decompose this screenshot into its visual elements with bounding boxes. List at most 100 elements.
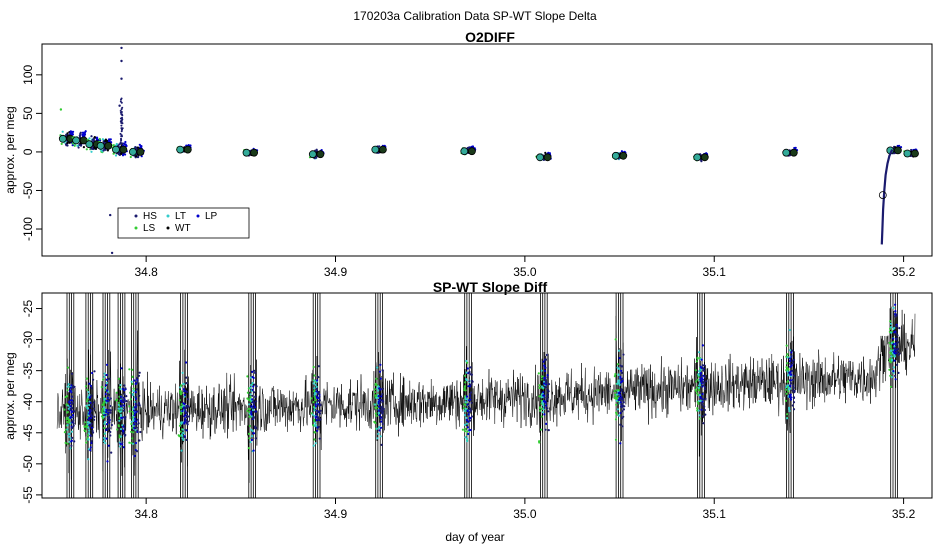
slope-diff-point-hs bbox=[183, 436, 187, 439]
slope-diff-point-lp bbox=[133, 412, 137, 415]
slope-diff-point-lt bbox=[892, 306, 895, 309]
o2diff-cluster-marker bbox=[467, 147, 476, 156]
slope-diff-point-lp bbox=[252, 376, 255, 379]
slope-diff-point-ls bbox=[695, 386, 699, 389]
slope-diff-point-hs bbox=[317, 365, 320, 368]
slope-diff-point-hs bbox=[93, 415, 96, 418]
slope-diff-point-ls bbox=[463, 387, 466, 390]
slope-diff-point-ls bbox=[130, 426, 134, 429]
slope-diff-point-ls bbox=[695, 380, 698, 383]
slope-diff-point-ls bbox=[537, 372, 540, 375]
slope-diff-point-lt bbox=[312, 382, 315, 385]
slope-diff-point-ls bbox=[784, 399, 788, 402]
slope-diff-point-hs bbox=[72, 422, 75, 425]
slope-diff-point-lt bbox=[312, 444, 315, 447]
slope-diff-point-lt bbox=[250, 435, 254, 438]
slope-diff-point-lt bbox=[465, 416, 468, 419]
slope-diff-point-hs bbox=[620, 417, 623, 420]
slope-diff-point-lp bbox=[134, 391, 137, 394]
slope-diff-point-lt bbox=[698, 399, 701, 403]
slope-diff-point-lt bbox=[892, 371, 895, 374]
slope-diff-point-lp bbox=[121, 416, 124, 419]
o2diff-spike-point bbox=[119, 111, 122, 114]
slope-diff-point-hs bbox=[73, 410, 76, 413]
slope-diff-point-hs bbox=[895, 332, 898, 335]
slope-diff-point-lt bbox=[465, 359, 468, 363]
slope-diff-point-hs bbox=[789, 362, 792, 365]
slope-diff-point-hs bbox=[702, 422, 705, 425]
o2diff-point-hs bbox=[910, 148, 913, 152]
o2diff-point-hs bbox=[315, 156, 318, 159]
slope-diff-point-hs bbox=[186, 411, 189, 414]
slope-diff-point-lt bbox=[463, 409, 466, 412]
slope-diff-point-ls bbox=[540, 415, 543, 418]
slope-diff-point-lt bbox=[180, 449, 183, 452]
slope-diff-point-hs bbox=[545, 353, 549, 357]
slope-diff-point-ls bbox=[538, 406, 542, 409]
slope-diff-point-hs bbox=[703, 388, 707, 391]
slope-diff-point-lp bbox=[546, 374, 549, 377]
slope-diff-point-hs bbox=[793, 391, 796, 394]
slope-diff-point-lt bbox=[102, 412, 105, 415]
slope-diff-point-ls bbox=[131, 410, 134, 413]
x-tick-label: 35.1 bbox=[703, 507, 727, 521]
slope-diff-point-lp bbox=[378, 414, 381, 417]
x-tick-label: 35.0 bbox=[513, 507, 537, 521]
o2diff-point-lp bbox=[81, 131, 84, 134]
o2diff-point-ls bbox=[112, 152, 115, 155]
o2diff-cluster-marker bbox=[128, 147, 137, 156]
slope-diff-point-lp bbox=[90, 426, 94, 429]
slope-diff-point-hs bbox=[791, 360, 794, 363]
slope-diff-point-hs bbox=[703, 405, 706, 408]
slope-diff-point-hs bbox=[469, 373, 472, 376]
slope-diff-point-hs bbox=[381, 393, 384, 396]
slope-diff-point-ls bbox=[373, 420, 376, 423]
slope-diff-point-hs bbox=[135, 377, 138, 380]
slope-diff-point-ls bbox=[538, 395, 541, 398]
slope-diff-point-hs bbox=[792, 384, 795, 387]
o2diff-title: O2DIFF bbox=[465, 29, 515, 45]
slope-diff-point-hs bbox=[187, 415, 191, 418]
slope-diff-point-ls bbox=[118, 386, 121, 389]
slope-diff-point-hs bbox=[92, 378, 95, 381]
legend-label-lt: LT bbox=[175, 211, 186, 222]
slope-diff-point-lp bbox=[316, 379, 319, 382]
slope-diff-point-hs bbox=[185, 438, 188, 441]
slope-diff-point-hs bbox=[621, 410, 624, 413]
slope-diff-point-hs bbox=[382, 407, 385, 410]
slope-diff-point-lt bbox=[120, 435, 123, 438]
slope-diff-point-lp bbox=[543, 394, 546, 397]
slope-diff-point-lp bbox=[105, 410, 108, 414]
slope-diff-point-lt bbox=[119, 388, 122, 391]
slope-diff-point-ls bbox=[118, 434, 121, 437]
slope-diff-point-ls bbox=[787, 390, 790, 393]
slope-diff-point-lp bbox=[69, 399, 72, 402]
slope-diff-point-hs bbox=[470, 401, 473, 404]
o2diff-point-ls bbox=[85, 148, 88, 151]
slope-diff-point-ls bbox=[538, 384, 541, 387]
o2diff-point-hs bbox=[134, 146, 137, 149]
slope-diff-point-lp bbox=[700, 408, 703, 411]
slope-diff-point-lp bbox=[106, 396, 109, 399]
slope-diff-point-lt bbox=[314, 421, 317, 424]
slope-diff-point-lt bbox=[87, 426, 90, 429]
slope-diff-point-hs bbox=[106, 420, 109, 423]
slope-diff-point-hs bbox=[90, 413, 93, 416]
slope-diff-point-lp bbox=[252, 449, 255, 452]
o2diff-point-hs bbox=[378, 145, 381, 148]
slope-diff-point-hs bbox=[619, 398, 622, 401]
slope-diff-point-lp bbox=[183, 422, 186, 425]
slope-diff-point-hs bbox=[315, 412, 318, 415]
y-tick-label: -35 bbox=[21, 362, 35, 380]
slope-diff-point-lp bbox=[182, 402, 185, 405]
slope-diff-point-hs bbox=[108, 418, 111, 421]
slope-diff-point-lp bbox=[121, 443, 124, 446]
o2diff-point-lt bbox=[90, 150, 93, 153]
slope-diff-point-hs bbox=[123, 418, 127, 421]
slope-diff-point-lt bbox=[119, 428, 123, 431]
slope-diff-point-hs bbox=[896, 334, 899, 337]
slope-diff-point-hs bbox=[468, 419, 472, 422]
slope-diff-point-lt bbox=[121, 424, 124, 427]
slope-diff-point-ls bbox=[787, 379, 790, 382]
slope-diff-point-hs bbox=[792, 378, 795, 381]
